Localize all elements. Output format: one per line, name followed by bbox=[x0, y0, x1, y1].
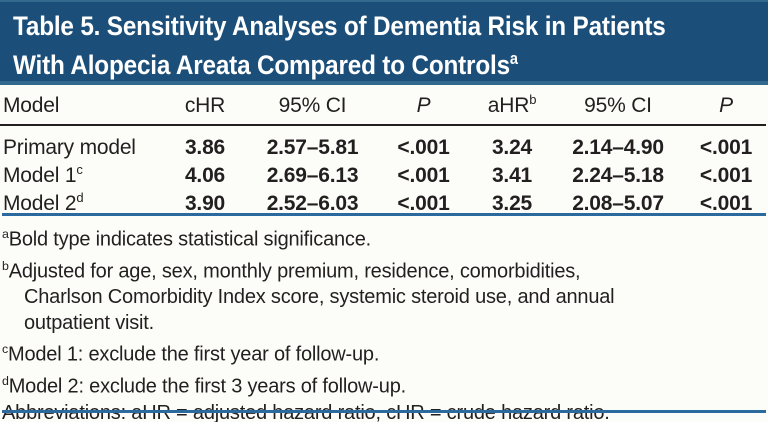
cell-model-name: Model 2d bbox=[0, 184, 160, 218]
cell-ahr: 3.41 bbox=[491, 164, 533, 187]
header-underline-rule bbox=[0, 124, 766, 126]
figure-bottom-rule bbox=[2, 410, 766, 413]
table-title-banner: Table 5. Sensitivity Analyses of Dementi… bbox=[0, 0, 768, 85]
footnote-d: dModel 2: exclude the first 3 years of f… bbox=[2, 368, 766, 400]
cell-p-crude: <.001 bbox=[397, 136, 450, 159]
footnote-text: Model 2: exclude the first 3 years of fo… bbox=[8, 375, 406, 398]
footnote-marker: a bbox=[2, 227, 9, 241]
footnote-marker: c bbox=[2, 342, 8, 357]
cell-model-name: Model 1c bbox=[0, 156, 160, 190]
col-header-model: Model bbox=[3, 94, 60, 117]
model-superscript: c bbox=[76, 162, 83, 177]
model-label: Model 2 bbox=[3, 192, 77, 215]
cell-ci-crude: 2.69–6.13 bbox=[266, 164, 359, 187]
cell-model-name: Primary model bbox=[0, 128, 160, 162]
col-header-p-adjusted: P bbox=[719, 94, 733, 117]
footnote-text: Model 1: exclude the first year of follo… bbox=[8, 343, 380, 366]
footnote-b-continuation: Charlson Comorbidity Index score, system… bbox=[2, 284, 766, 310]
col-header-ci-crude: 95% CI bbox=[278, 94, 347, 117]
footnotes-section: aBold type indicates statistical signifi… bbox=[2, 221, 766, 422]
col-header-ci-adjusted: 95% CI bbox=[584, 94, 652, 117]
cell-chr: 4.06 bbox=[184, 164, 226, 187]
cell-ahr: 3.25 bbox=[491, 192, 533, 215]
cell-p-crude: <.001 bbox=[397, 164, 450, 187]
col-header-ahr: aHRb bbox=[472, 85, 552, 121]
table-row-model-2: Model 2d 3.90 2.52–6.03 <.001 3.25 2.08–… bbox=[0, 184, 768, 215]
footnote-b: bAdjusted for age, sex, monthly premium,… bbox=[2, 253, 766, 285]
footnote-text: Bold type indicates statistical signific… bbox=[8, 228, 372, 251]
footnote-text: outpatient visit. bbox=[24, 312, 155, 335]
table-row-primary-model: Primary model 3.86 2.57–5.81 <.001 3.24 … bbox=[0, 128, 768, 159]
table-title-line1: Table 5. Sensitivity Analyses of Dementi… bbox=[13, 11, 666, 41]
col-header-ahr-label: aHR bbox=[487, 94, 530, 117]
table-title-line2: With Alopecia Areata Compared to Control… bbox=[13, 50, 510, 80]
footnote-b-continuation: outpatient visit. bbox=[2, 310, 766, 336]
table-header-row: Model cHR 95% CI P aHRb 95% CI P bbox=[0, 85, 768, 121]
cell-chr: 3.90 bbox=[184, 192, 226, 215]
footnote-text: Adjusted for age, sex, monthly premium, … bbox=[8, 260, 581, 283]
cell-p-adjusted: <.001 bbox=[699, 192, 753, 215]
cell-p-adjusted: <.001 bbox=[699, 164, 753, 187]
model-label: Model 1 bbox=[3, 164, 77, 187]
cell-ci-adjusted: 2.08–5.07 bbox=[572, 192, 664, 215]
cell-ci-adjusted: 2.24–5.18 bbox=[572, 164, 664, 187]
table-bottom-rule bbox=[2, 213, 766, 216]
cell-p-crude: <.001 bbox=[397, 192, 450, 215]
cell-ci-adjusted: 2.14–4.90 bbox=[572, 136, 664, 159]
model-superscript: d bbox=[76, 190, 84, 205]
footnote-a: aBold type indicates statistical signifi… bbox=[2, 221, 766, 253]
footnote-marker: d bbox=[2, 373, 9, 388]
footnote-marker: b bbox=[2, 258, 9, 273]
cell-ci-crude: 2.52–6.03 bbox=[266, 192, 359, 215]
col-header-chr: cHR bbox=[184, 94, 226, 117]
cell-ci-crude: 2.57–5.81 bbox=[266, 136, 359, 159]
table-title: Table 5. Sensitivity Analyses of Dementi… bbox=[13, 10, 693, 81]
cell-chr: 3.86 bbox=[184, 136, 226, 159]
footnote-c: cModel 1: exclude the first year of foll… bbox=[2, 336, 766, 368]
table-row-model-1: Model 1c 4.06 2.69–6.13 <.001 3.41 2.24–… bbox=[0, 156, 768, 187]
table-body: Primary model 3.86 2.57–5.81 <.001 3.24 … bbox=[0, 126, 768, 215]
model-label: Primary model bbox=[3, 136, 136, 159]
table-title-superscript: a bbox=[509, 50, 518, 68]
col-header-ahr-superscript: b bbox=[529, 92, 537, 107]
cell-ahr: 3.24 bbox=[491, 136, 533, 159]
footnote-text: Charlson Comorbidity Index score, system… bbox=[24, 286, 615, 309]
cell-p-adjusted: <.001 bbox=[699, 136, 753, 159]
col-header-p-crude: P bbox=[416, 94, 431, 117]
